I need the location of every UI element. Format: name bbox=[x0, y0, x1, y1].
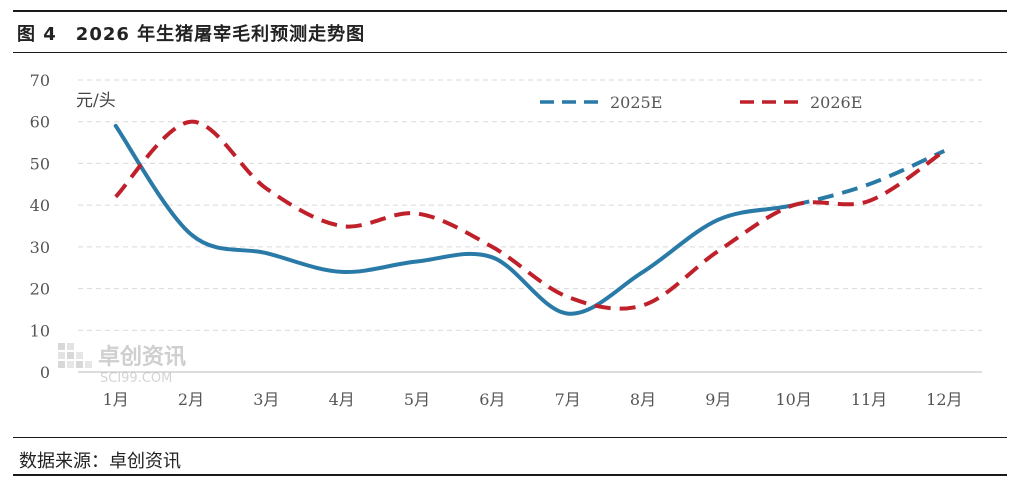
watermark-site: SCI99.COM bbox=[100, 371, 172, 386]
bottom-rule bbox=[13, 474, 1007, 476]
y-tick-label: 10 bbox=[30, 321, 50, 340]
source-rule bbox=[13, 437, 1007, 438]
x-tick-label: 8月 bbox=[630, 390, 656, 409]
top-rule bbox=[13, 10, 1007, 12]
x-tick-label: 12月 bbox=[926, 390, 962, 409]
legend-item-2025e: 2025E bbox=[540, 93, 662, 112]
x-tick-label: 7月 bbox=[555, 390, 581, 409]
chart-title: 图 4 2026 年生猪屠宰毛利预测走势图 bbox=[17, 24, 366, 45]
title-rule bbox=[13, 52, 1007, 53]
y-tick-label: 50 bbox=[30, 154, 50, 173]
series-line-2025e-forecast bbox=[793, 149, 946, 208]
y-tick-label: 60 bbox=[30, 113, 50, 132]
watermark: 卓创资讯 SCI99.COM bbox=[58, 343, 186, 386]
watermark-logo-icon bbox=[58, 343, 92, 368]
legend-label-2026e: 2026E bbox=[810, 93, 862, 112]
y-tick-label: 20 bbox=[30, 280, 50, 299]
y-tick-label: 0 bbox=[40, 363, 50, 382]
x-axis-ticks: 1月 2月 3月 4月 5月 6月 7月 8月 9月 10月 11月 12月 bbox=[103, 390, 963, 409]
y-axis-unit-label: 元/头 bbox=[76, 91, 116, 111]
legend-label-2025e: 2025E bbox=[610, 93, 662, 112]
x-tick-label: 9月 bbox=[705, 390, 731, 409]
x-tick-label: 5月 bbox=[404, 390, 430, 409]
y-tick-label: 70 bbox=[30, 71, 50, 90]
x-tick-label: 4月 bbox=[329, 390, 355, 409]
x-tick-label: 11月 bbox=[851, 390, 887, 409]
x-tick-label: 6月 bbox=[479, 390, 505, 409]
legend: 2025E 2026E bbox=[540, 93, 862, 112]
x-tick-label: 1月 bbox=[103, 390, 129, 409]
y-tick-label: 40 bbox=[30, 196, 50, 215]
line-chart: 卓创资讯 SCI99.COM 0 10 20 30 40 50 60 70 1月 2月 3月 4月 5… bbox=[30, 71, 982, 409]
watermark-brand: 卓创资讯 bbox=[98, 345, 186, 370]
series-lines bbox=[113, 119, 946, 316]
x-tick-label: 2月 bbox=[178, 390, 204, 409]
series-line-2025e bbox=[113, 123, 796, 316]
y-tick-label: 30 bbox=[30, 238, 50, 257]
x-tick-label: 10月 bbox=[775, 390, 811, 409]
series-line-2026e bbox=[114, 119, 946, 311]
x-tick-label: 3月 bbox=[253, 390, 279, 409]
data-source: 数据来源：卓创资讯 bbox=[19, 451, 181, 472]
legend-item-2026e: 2026E bbox=[740, 93, 862, 112]
y-axis-ticks: 0 10 20 30 40 50 60 70 bbox=[30, 71, 50, 382]
